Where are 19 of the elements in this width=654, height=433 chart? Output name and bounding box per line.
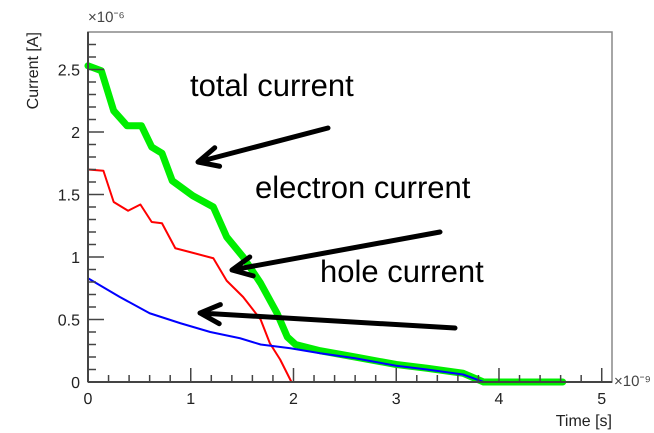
x-tick-label: 0	[84, 391, 93, 408]
y-axis-title: Current [A]	[25, 32, 42, 110]
annotation: hole current	[320, 254, 484, 289]
y-tick-label: 1.5	[58, 188, 80, 204]
x-tick-label: 4	[494, 391, 504, 408]
y-tick-label: 2.5	[58, 62, 80, 80]
text: ×10⁻⁹	[614, 373, 651, 390]
y-tick-label: 1	[71, 250, 80, 267]
x-tick-label: 2	[289, 391, 298, 408]
x-tick-label: 5	[597, 391, 606, 408]
x-axis-title: Time [s]	[556, 413, 612, 430]
text: ×10⁻⁶	[88, 9, 125, 26]
x-tick-label: 1	[186, 391, 196, 408]
annotation: electron current	[255, 170, 471, 205]
x-tick-label: 3	[392, 391, 401, 408]
y-tick-label: 2	[71, 125, 80, 142]
annotation: total current	[190, 68, 354, 103]
y-tick-label: 0	[71, 375, 80, 392]
y-tick-label: 0.5	[58, 312, 80, 330]
